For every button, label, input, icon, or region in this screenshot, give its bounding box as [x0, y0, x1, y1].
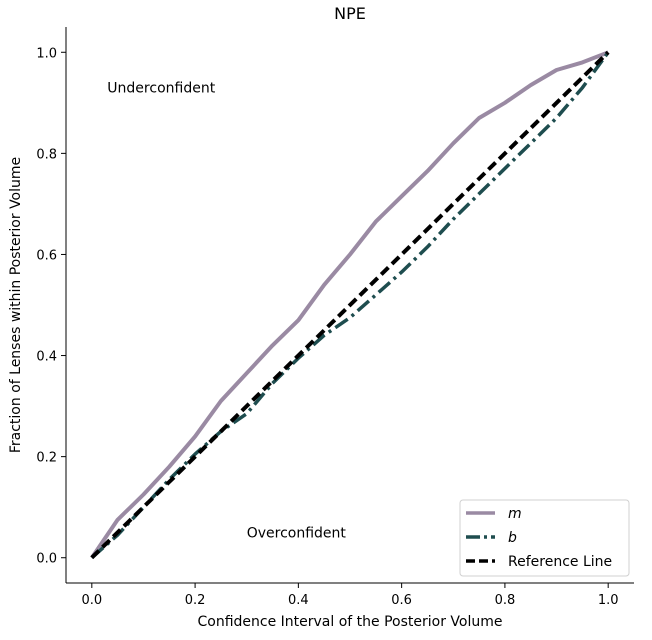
legend-box: [459, 499, 630, 577]
y-tick-label: 0.2: [36, 451, 57, 466]
plot-area: 0.0 0.2 0.4 0.6 0.8 1.0 0.0 0.2 0.4 0.6 0.8 1.0 Unde…: [36, 27, 634, 608]
x-tick-label: 0.6: [391, 593, 412, 608]
x-axis-label: Confidence Interval of the Posterior Vol…: [198, 614, 503, 630]
legend-label-1: b: [508, 530, 517, 546]
legend-label-2: Reference Line: [508, 554, 612, 570]
annotation-label: Underconfident: [107, 81, 215, 97]
legend: mb Reference Line: [459, 499, 630, 577]
y-tick-label: 1.0: [36, 46, 57, 61]
chart-title: NPE: [334, 4, 366, 23]
series-line-2: [90, 50, 610, 560]
x-tick-label: 1.0: [598, 593, 619, 608]
x-tick-label: 0.4: [288, 593, 309, 608]
y-tick-label: 0.4: [36, 350, 57, 365]
y-tick-label: 0.6: [36, 248, 57, 263]
y-tick-label: 0.8: [36, 147, 57, 162]
annotation-label: Overconfident: [247, 525, 347, 541]
series-line-0: [90, 50, 609, 559]
x-tick-label: 0.0: [81, 593, 102, 608]
x-tick-label: 0.2: [185, 593, 206, 608]
x-tick-label: 0.8: [495, 593, 516, 608]
y-axis-label: Fraction of Lenses within Posterior Volu…: [8, 157, 24, 453]
y-tick-label: 0.0: [36, 552, 57, 567]
legend-label-0: m: [508, 506, 522, 522]
